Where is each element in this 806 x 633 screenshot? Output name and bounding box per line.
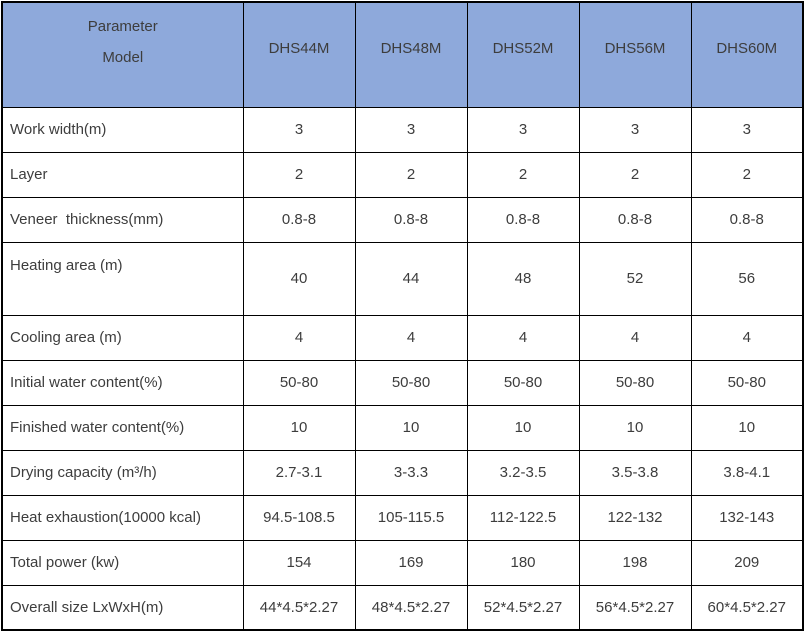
value-cell: 50-80 xyxy=(690,359,804,406)
value-cell: 60*4.5*2.27 xyxy=(690,584,804,631)
value-cell: 122-132 xyxy=(578,494,692,541)
value-cell: 0.8-8 xyxy=(242,196,356,243)
value-cell: 50-80 xyxy=(578,359,692,406)
value-cell: 2 xyxy=(690,151,804,198)
table-row: Heating area (m) 40 44 48 52 56 xyxy=(1,241,804,316)
value-cell: 48 xyxy=(466,241,580,316)
table-row: Overall size LxWxH(m) 44*4.5*2.27 48*4.5*2… xyxy=(1,584,804,631)
table-row: Layer 2 2 2 2 2 xyxy=(1,151,804,198)
value-cell: 4 xyxy=(690,314,804,361)
table-row: Finished water content(%) 10 10 10 10 10 xyxy=(1,404,804,451)
value-cell: 209 xyxy=(690,539,804,586)
value-cell: 44*4.5*2.27 xyxy=(242,584,356,631)
value-cell: 10 xyxy=(242,404,356,451)
value-cell: 3.8-4.1 xyxy=(690,449,804,496)
value-cell: 52 xyxy=(578,241,692,316)
value-cell: 0.8-8 xyxy=(578,196,692,243)
parameter-cell: Finished water content(%) xyxy=(1,404,244,451)
parameter-cell: Overall size LxWxH(m) xyxy=(1,584,244,631)
parameter-cell: Veneer thickness(mm) xyxy=(1,196,244,243)
parameter-cell: Initial water content(%) xyxy=(1,359,244,406)
parameter-cell: Heating area (m) xyxy=(1,241,244,316)
table-row: Initial water content(%) 50-80 50-80 50-80 5… xyxy=(1,359,804,406)
value-cell: 0.8-8 xyxy=(690,196,804,243)
value-cell: 52*4.5*2.27 xyxy=(466,584,580,631)
value-cell: 3.2-3.5 xyxy=(466,449,580,496)
value-cell: 10 xyxy=(690,404,804,451)
value-cell: 2 xyxy=(354,151,468,198)
value-cell: 3.5-3.8 xyxy=(578,449,692,496)
spec-table-body: Work width(m) 3 3 3 3 3 Layer 2 2 2 2 2 Veneer thick… xyxy=(1,106,804,631)
value-cell: 56*4.5*2.27 xyxy=(578,584,692,631)
value-cell: 2 xyxy=(466,151,580,198)
value-cell: 94.5-108.5 xyxy=(242,494,356,541)
value-cell: 3 xyxy=(578,106,692,153)
model-column-header: DHS60M xyxy=(690,1,804,108)
value-cell: 3 xyxy=(354,106,468,153)
table-row: Total power (kw) 154 169 180 198 209 xyxy=(1,539,804,586)
model-column-header: DHS44M xyxy=(242,1,356,108)
table-row: Cooling area (m) 4 4 4 4 4 xyxy=(1,314,804,361)
parameter-cell: Layer xyxy=(1,151,244,198)
table-row: Veneer thickness(mm) 0.8-8 0.8-8 0.8-8 0.8-8… xyxy=(1,196,804,243)
value-cell: 4 xyxy=(466,314,580,361)
value-cell: 4 xyxy=(578,314,692,361)
value-cell: 44 xyxy=(354,241,468,316)
value-cell: 2.7-3.1 xyxy=(242,449,356,496)
parameter-cell: Cooling area (m) xyxy=(1,314,244,361)
value-cell: 180 xyxy=(466,539,580,586)
parameter-cell: Work width(m) xyxy=(1,106,244,153)
value-cell: 3 xyxy=(242,106,356,153)
value-cell: 112-122.5 xyxy=(466,494,580,541)
corner-header-cell: Parameter Model xyxy=(1,1,244,108)
table-row: Work width(m) 3 3 3 3 3 xyxy=(1,106,804,153)
value-cell: 0.8-8 xyxy=(466,196,580,243)
value-cell: 3 xyxy=(466,106,580,153)
value-cell: 132-143 xyxy=(690,494,804,541)
value-cell: 4 xyxy=(242,314,356,361)
value-cell: 154 xyxy=(242,539,356,586)
corner-parameter-label: Parameter xyxy=(87,18,158,36)
value-cell: 2 xyxy=(578,151,692,198)
value-cell: 105-115.5 xyxy=(354,494,468,541)
value-cell: 50-80 xyxy=(466,359,580,406)
value-cell: 10 xyxy=(354,404,468,451)
parameter-cell: Heat exhaustion(10000 kcal) xyxy=(1,494,244,541)
parameter-cell: Total power (kw) xyxy=(1,539,244,586)
value-cell: 169 xyxy=(354,539,468,586)
value-cell: 10 xyxy=(466,404,580,451)
value-cell: 2 xyxy=(242,151,356,198)
model-column-header: DHS48M xyxy=(354,1,468,108)
table-row: Drying capacity (m³/h) 2.7-3.1 3-3.3 3.2-3.… xyxy=(1,449,804,496)
value-cell: 40 xyxy=(242,241,356,316)
table-row: Heat exhaustion(10000 kcal) 94.5-108.5 105… xyxy=(1,494,804,541)
value-cell: 3-3.3 xyxy=(354,449,468,496)
value-cell: 48*4.5*2.27 xyxy=(354,584,468,631)
corner-model-label: Model xyxy=(102,49,144,67)
header-row: Parameter Model DHS44M DHS48M DHS52M DHS… xyxy=(1,1,804,108)
value-cell: 198 xyxy=(578,539,692,586)
value-cell: 10 xyxy=(578,404,692,451)
value-cell: 3 xyxy=(690,106,804,153)
value-cell: 56 xyxy=(690,241,804,316)
value-cell: 50-80 xyxy=(242,359,356,406)
model-column-header: DHS52M xyxy=(466,1,580,108)
value-cell: 0.8-8 xyxy=(354,196,468,243)
parameter-cell: Drying capacity (m³/h) xyxy=(1,449,244,496)
model-column-header: DHS56M xyxy=(578,1,692,108)
value-cell: 50-80 xyxy=(354,359,468,406)
value-cell: 4 xyxy=(354,314,468,361)
